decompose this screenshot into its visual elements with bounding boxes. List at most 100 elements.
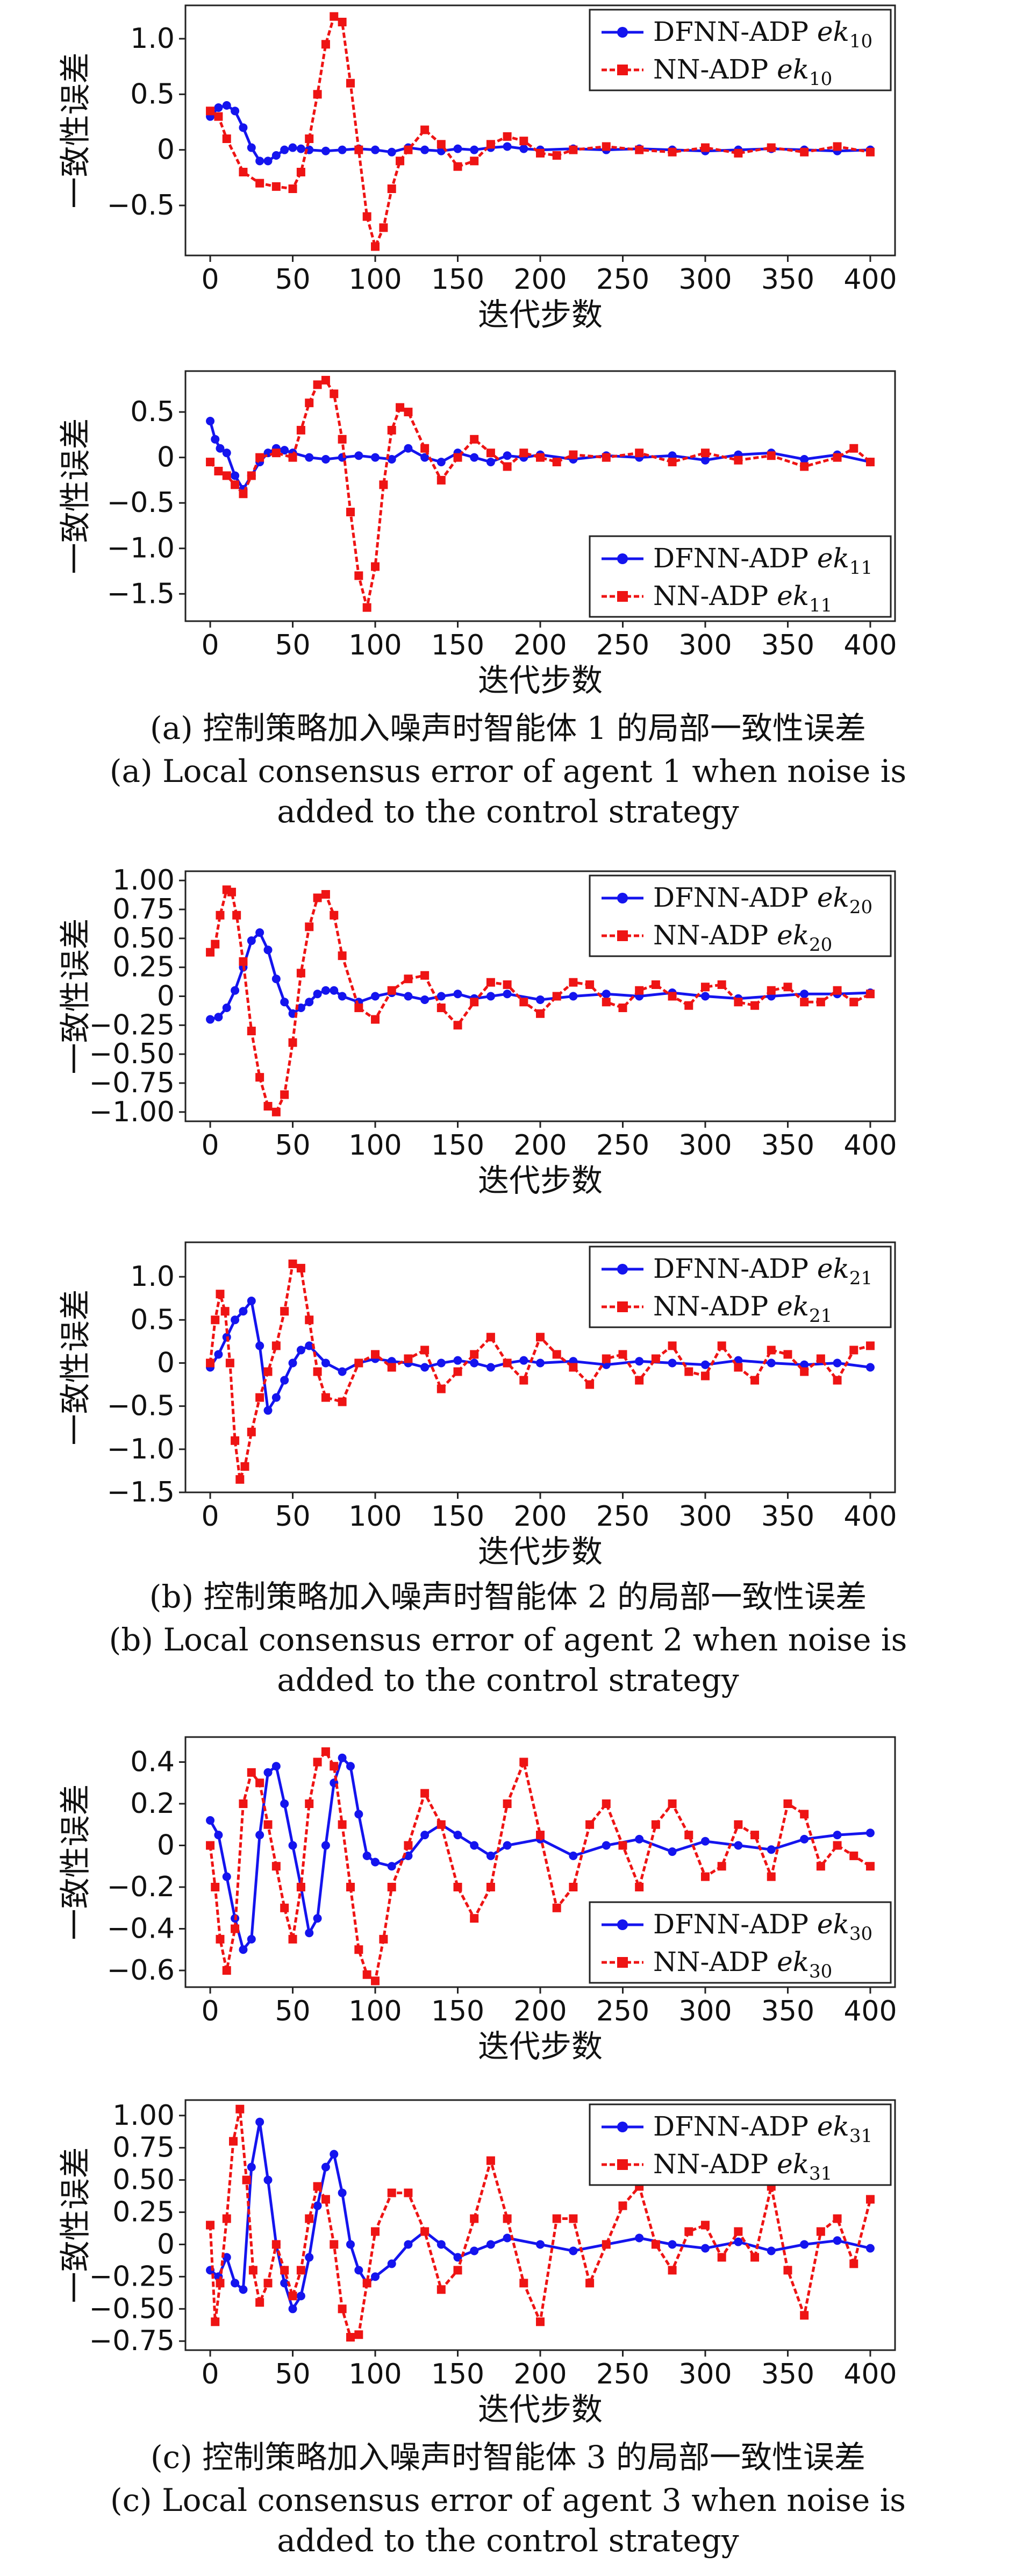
data-point [248, 2266, 257, 2275]
data-point [420, 971, 430, 980]
data-point [338, 951, 347, 960]
caption-c-zh: (c) 控制策略加入噪声时智能体 3 的局部一致性误差 [151, 2439, 865, 2475]
data-point [470, 1358, 479, 1368]
data-point [833, 986, 842, 995]
data-point [470, 1914, 479, 1923]
data-point [453, 162, 462, 171]
y-tick-label: −1.0 [107, 532, 175, 565]
x-tick-label: 400 [843, 1995, 897, 2027]
legend-swatch-marker [617, 893, 628, 903]
x-tick-label: 50 [275, 1129, 310, 1162]
data-point [585, 1380, 595, 1389]
data-point [833, 1358, 842, 1368]
data-point [668, 2240, 677, 2249]
data-point [305, 998, 314, 1007]
data-point [519, 144, 528, 153]
data-point [700, 2221, 710, 2230]
data-point [346, 2333, 355, 2342]
data-point [420, 1789, 430, 1798]
data-point [602, 990, 611, 999]
data-point [453, 144, 462, 153]
data-point [239, 1799, 248, 1808]
x-tick-label: 100 [348, 264, 402, 296]
data-point [313, 2201, 322, 2210]
data-point [346, 79, 355, 88]
data-point [437, 475, 446, 485]
data-point [420, 2227, 430, 2236]
data-point [239, 1307, 248, 1316]
data-point [700, 992, 710, 1001]
x-tick-label: 0 [201, 1995, 219, 2027]
data-point [552, 1350, 561, 1359]
data-point [354, 1358, 363, 1368]
data-point [288, 453, 297, 462]
data-point [767, 143, 776, 152]
data-point [255, 1393, 264, 1402]
chart-agent2-ek21: 0 50 100 150 200 250 300 350 400 −1.5 −1.0 −0.5 0 0.5… [57, 1241, 897, 1570]
data-point [865, 147, 875, 156]
data-point [321, 1393, 330, 1402]
data-point [211, 2317, 220, 2326]
data-point [354, 1810, 363, 1819]
data-point [816, 1862, 825, 1871]
data-point [231, 480, 240, 489]
data-point [211, 940, 220, 949]
data-point [437, 458, 446, 467]
y-axis-label: 一致性误差 [57, 918, 94, 1074]
data-point [396, 403, 405, 412]
legend-label: DFNN-ADP ek11 [653, 543, 872, 579]
data-point [552, 992, 561, 1001]
data-point [206, 1816, 215, 1825]
data-point [354, 451, 363, 460]
data-point [220, 1307, 230, 1316]
legend-label: DFNN-ADP ek31 [653, 2111, 872, 2147]
data-point [296, 144, 305, 153]
y-tick-label: 0.5 [130, 1304, 175, 1336]
data-point [255, 2298, 264, 2307]
legend-label: NN-ADP ek20 [653, 920, 832, 956]
x-tick-label: 250 [596, 1500, 649, 1533]
y-tick-label: −0.4 [107, 1913, 175, 1945]
data-point [288, 1038, 297, 1047]
data-point [668, 1358, 677, 1368]
data-point [602, 142, 611, 151]
data-point [651, 980, 660, 989]
data-point [420, 1346, 430, 1355]
caption-a-en-line1: (a) Local consensus error of agent 1 whe… [109, 753, 907, 789]
data-point [239, 2285, 248, 2294]
data-point [296, 2292, 305, 2301]
data-point [371, 2227, 380, 2236]
legend-swatch-marker [617, 1264, 628, 1275]
data-point [800, 1360, 809, 1369]
data-point [552, 1903, 561, 1912]
y-tick-label: 0 [157, 134, 175, 166]
x-tick-label: 50 [275, 629, 310, 661]
x-tick-label: 250 [596, 1129, 649, 1162]
plot-frame [184, 2099, 896, 2351]
data-point [833, 1376, 842, 1385]
data-point [635, 2233, 644, 2243]
data-point [651, 1354, 660, 1363]
data-point [371, 1350, 380, 1359]
x-tick-label: 0 [201, 1129, 219, 1162]
legend-swatch-marker [617, 591, 628, 602]
data-point [379, 480, 388, 489]
y-tick-label: −1.5 [107, 578, 175, 610]
data-point [263, 1102, 273, 1111]
x-axis-label: 迭代步数 [478, 1533, 603, 1570]
x-axis-label: 迭代步数 [478, 1162, 603, 1199]
data-point [635, 449, 644, 458]
data-point [503, 1841, 512, 1850]
x-tick-label: 400 [843, 2358, 897, 2390]
data-point [214, 1831, 223, 1840]
data-point [717, 2253, 726, 2262]
data-point [503, 980, 512, 989]
x-tick-label: 250 [596, 629, 649, 661]
data-point [338, 1367, 347, 1376]
data-point [700, 2244, 710, 2253]
data-point [231, 106, 240, 116]
data-point [833, 142, 842, 151]
data-point [569, 992, 578, 1001]
legend-swatch-marker [617, 65, 628, 75]
